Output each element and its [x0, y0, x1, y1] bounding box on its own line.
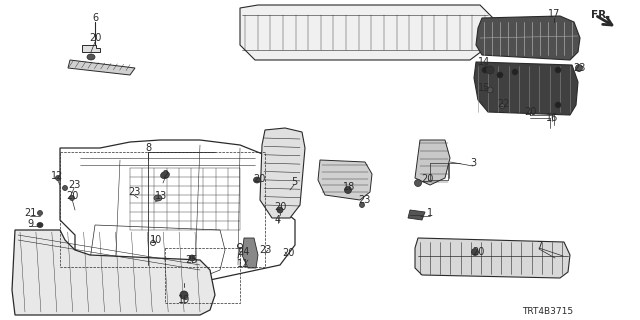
Text: TRT4B3715: TRT4B3715	[522, 308, 573, 316]
Text: 20: 20	[66, 191, 78, 201]
Polygon shape	[60, 140, 295, 280]
Text: 1: 1	[427, 208, 433, 218]
Polygon shape	[68, 60, 135, 75]
Text: 20: 20	[421, 174, 433, 184]
Text: 23: 23	[573, 63, 585, 73]
Text: 20: 20	[524, 107, 536, 117]
Text: 23: 23	[259, 245, 271, 255]
Ellipse shape	[555, 102, 561, 108]
Text: 14: 14	[478, 57, 490, 67]
Ellipse shape	[277, 207, 283, 213]
Text: 11: 11	[237, 259, 249, 269]
Ellipse shape	[482, 67, 488, 73]
Text: 23: 23	[128, 187, 140, 197]
Text: 2: 2	[162, 170, 168, 180]
Text: 15: 15	[478, 83, 490, 93]
Ellipse shape	[575, 65, 582, 71]
Ellipse shape	[499, 103, 504, 108]
Text: 16: 16	[546, 113, 558, 123]
Bar	[165, 248, 240, 303]
Ellipse shape	[555, 67, 561, 73]
Ellipse shape	[487, 87, 493, 93]
Text: 20: 20	[253, 174, 265, 184]
Text: 5: 5	[291, 177, 297, 187]
Ellipse shape	[70, 196, 74, 201]
Text: 19: 19	[178, 295, 190, 305]
Polygon shape	[474, 62, 578, 115]
Ellipse shape	[189, 255, 195, 261]
Ellipse shape	[154, 195, 162, 201]
Text: FR.: FR.	[591, 10, 611, 20]
Text: 20: 20	[472, 247, 484, 257]
Polygon shape	[476, 16, 580, 60]
Text: 22: 22	[497, 99, 509, 109]
Text: 12: 12	[51, 171, 63, 181]
Text: 24: 24	[237, 247, 249, 257]
Text: 3: 3	[470, 158, 476, 168]
Text: 8: 8	[145, 143, 151, 153]
Text: 25: 25	[186, 255, 198, 265]
Polygon shape	[408, 210, 425, 220]
Text: 23: 23	[68, 180, 80, 190]
Text: 20: 20	[282, 248, 294, 258]
Text: 6: 6	[92, 13, 98, 23]
Polygon shape	[318, 160, 372, 200]
Ellipse shape	[180, 291, 188, 299]
Text: 23: 23	[358, 195, 370, 205]
Bar	[60, 152, 265, 267]
Polygon shape	[82, 45, 100, 52]
Ellipse shape	[512, 69, 518, 75]
Ellipse shape	[38, 211, 42, 215]
Text: 20: 20	[89, 33, 101, 43]
Text: 7: 7	[536, 241, 542, 251]
Ellipse shape	[486, 66, 494, 74]
Polygon shape	[12, 230, 215, 315]
Text: 13: 13	[155, 191, 167, 201]
Ellipse shape	[87, 54, 95, 60]
Text: 10: 10	[150, 235, 162, 245]
Ellipse shape	[161, 172, 170, 179]
Ellipse shape	[253, 177, 260, 183]
Ellipse shape	[360, 203, 365, 207]
Ellipse shape	[497, 72, 503, 78]
Text: 9: 9	[27, 219, 33, 229]
Text: 21: 21	[24, 208, 36, 218]
Ellipse shape	[415, 180, 422, 187]
Ellipse shape	[63, 186, 67, 190]
Ellipse shape	[344, 187, 351, 194]
Text: 18: 18	[343, 182, 355, 192]
Text: 20: 20	[274, 202, 286, 212]
Ellipse shape	[56, 175, 61, 180]
Polygon shape	[240, 5, 495, 60]
Text: 4: 4	[275, 215, 281, 225]
Polygon shape	[260, 128, 305, 218]
Polygon shape	[415, 140, 450, 185]
Ellipse shape	[37, 222, 43, 228]
Polygon shape	[242, 238, 258, 268]
Ellipse shape	[472, 249, 479, 255]
Polygon shape	[415, 238, 570, 278]
Text: 17: 17	[548, 9, 560, 19]
